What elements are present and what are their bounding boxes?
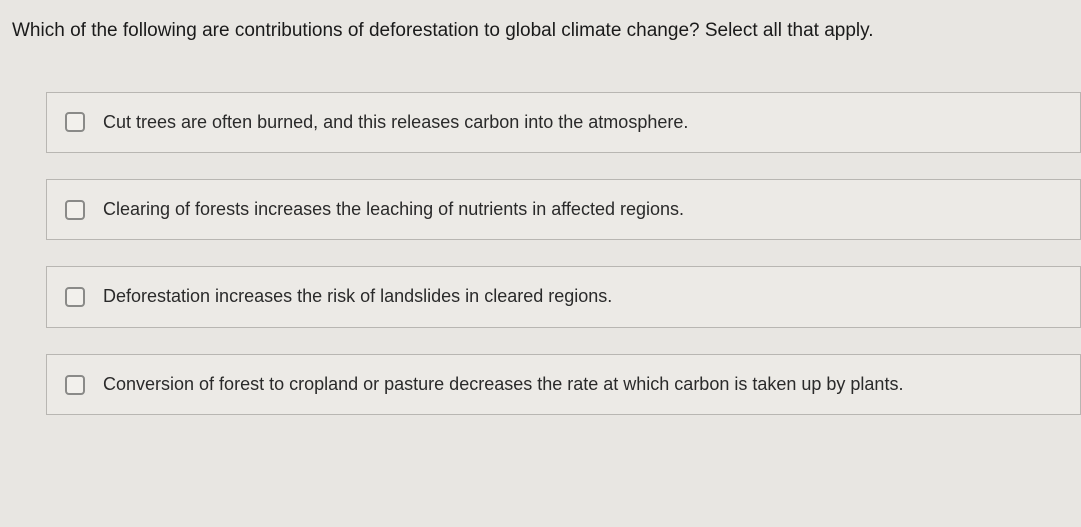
option-row[interactable]: Conversion of forest to cropland or past… — [46, 354, 1081, 415]
checkbox-option-3[interactable] — [65, 375, 85, 395]
checkbox-option-1[interactable] — [65, 200, 85, 220]
question-prompt: Which of the following are contributions… — [0, 0, 1081, 44]
options-container: Cut trees are often burned, and this rel… — [0, 92, 1081, 416]
option-row[interactable]: Cut trees are often burned, and this rel… — [46, 92, 1081, 153]
checkbox-option-0[interactable] — [65, 112, 85, 132]
option-label: Clearing of forests increases the leachi… — [103, 198, 684, 221]
option-row[interactable]: Deforestation increases the risk of land… — [46, 266, 1081, 327]
option-label: Cut trees are often burned, and this rel… — [103, 111, 688, 134]
checkbox-option-2[interactable] — [65, 287, 85, 307]
option-row[interactable]: Clearing of forests increases the leachi… — [46, 179, 1081, 240]
option-label: Conversion of forest to cropland or past… — [103, 373, 903, 396]
option-label: Deforestation increases the risk of land… — [103, 285, 612, 308]
